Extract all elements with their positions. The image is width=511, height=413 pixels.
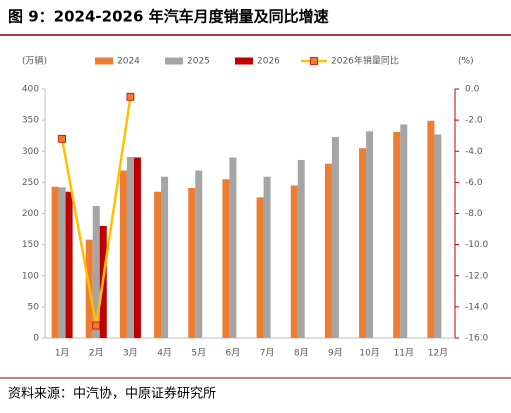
y-tick-label: 0 bbox=[33, 334, 39, 344]
y-tick-label: 50 bbox=[28, 302, 40, 312]
bar bbox=[297, 159, 305, 338]
y2-tick-label: -2.0 bbox=[465, 116, 483, 126]
bar bbox=[126, 156, 134, 338]
y-tick-label: 100 bbox=[22, 271, 39, 281]
bar bbox=[133, 157, 141, 338]
y-tick-label: 150 bbox=[22, 240, 39, 250]
source: 资料来源：中汽协，中原证券研究所 bbox=[8, 386, 216, 402]
bar bbox=[427, 120, 435, 338]
bar bbox=[393, 131, 401, 338]
bar bbox=[188, 187, 196, 338]
y-axis-label: (万辆) bbox=[22, 55, 47, 67]
legend-swatch bbox=[165, 57, 183, 65]
y2-tick-label: 0.0 bbox=[465, 85, 480, 95]
x-tick-label: 2月 bbox=[89, 348, 104, 359]
x-tick-label: 12月 bbox=[428, 348, 448, 359]
y2-tick-label: -14.0 bbox=[465, 302, 489, 312]
legend-swatch bbox=[235, 57, 253, 65]
y2-tick-label: -10.0 bbox=[465, 240, 489, 250]
x-tick-label: 6月 bbox=[226, 348, 241, 359]
y2-tick-label: -6.0 bbox=[465, 178, 483, 188]
x-tick-label: 7月 bbox=[260, 348, 275, 359]
x-tick-label: 9月 bbox=[328, 348, 343, 359]
y2-tick-label: -4.0 bbox=[465, 147, 483, 157]
bar bbox=[65, 191, 73, 338]
legend-label: 2026年销量同比 bbox=[331, 55, 399, 67]
bar bbox=[119, 170, 127, 338]
x-tick-label: 11月 bbox=[394, 348, 414, 359]
y-tick-label: 300 bbox=[22, 147, 39, 157]
x-tick-label: 10月 bbox=[359, 348, 379, 359]
line-marker bbox=[92, 321, 101, 330]
bar bbox=[229, 157, 237, 338]
bar bbox=[222, 179, 230, 338]
legend-label: 2024 bbox=[117, 57, 140, 67]
x-tick-label: 4月 bbox=[157, 348, 172, 359]
bar bbox=[161, 176, 169, 338]
line-marker bbox=[58, 134, 66, 143]
chart-title: 图 9：2024-2026 年汽车月度销量及同比增速 bbox=[8, 8, 329, 26]
bar bbox=[58, 187, 66, 338]
bar bbox=[290, 185, 298, 338]
bar bbox=[51, 186, 59, 338]
legend-swatch bbox=[95, 57, 113, 65]
x-tick-label: 5月 bbox=[191, 348, 206, 359]
bar bbox=[434, 134, 442, 338]
bar bbox=[324, 163, 332, 338]
x-tick-label: 3月 bbox=[123, 348, 138, 359]
bar bbox=[92, 206, 100, 338]
y2-tick-label: -12.0 bbox=[465, 271, 489, 281]
line-marker bbox=[126, 92, 135, 101]
y2-tick-label: -8.0 bbox=[465, 209, 483, 219]
bar bbox=[366, 131, 374, 338]
x-tick-label: 8月 bbox=[294, 348, 309, 359]
bar bbox=[331, 136, 339, 338]
bar bbox=[400, 124, 408, 338]
y-tick-label: 250 bbox=[22, 178, 39, 188]
legend-marker bbox=[310, 57, 318, 65]
y2-axis-label: (%) bbox=[458, 57, 474, 67]
bar bbox=[154, 191, 162, 338]
bar bbox=[195, 170, 203, 338]
y-tick-label: 400 bbox=[22, 85, 39, 95]
bar bbox=[359, 148, 367, 338]
bar bbox=[256, 197, 264, 338]
legend-label: 2025 bbox=[187, 57, 210, 67]
legend-label: 2026 bbox=[257, 57, 280, 67]
y-tick-label: 350 bbox=[22, 116, 39, 126]
y2-tick-label: -16.0 bbox=[465, 334, 489, 344]
bar bbox=[263, 176, 271, 338]
y-tick-label: 200 bbox=[22, 209, 39, 219]
x-tick-label: 1月 bbox=[55, 348, 70, 359]
